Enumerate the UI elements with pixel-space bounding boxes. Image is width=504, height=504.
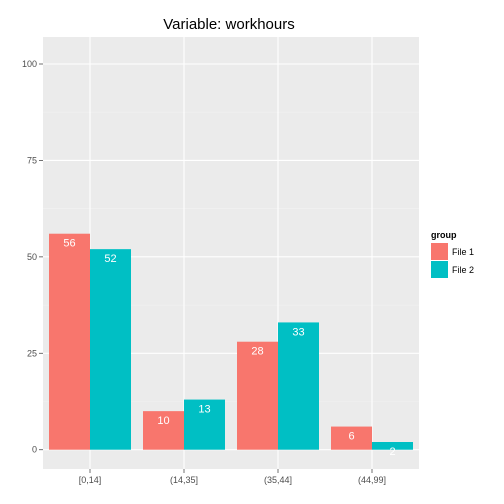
x-tick-label: (44,99]	[358, 475, 386, 485]
legend-swatch	[431, 261, 448, 278]
x-tick-label: (35,44]	[264, 475, 292, 485]
bar-file-1	[237, 341, 278, 450]
bar-labels: 56 10 28 6 52 13 33 2	[63, 238, 395, 458]
bar-file-2	[372, 442, 413, 450]
legend-swatch	[431, 243, 448, 260]
bar-file-2	[184, 399, 225, 450]
axes: 0 25 50 75 100 [0,14] (14,35] (35,44] (44,99]	[22, 59, 386, 485]
x-tick-label: [0,14]	[79, 475, 102, 485]
bar-file-1	[143, 411, 184, 450]
bar-value-label: 33	[292, 326, 304, 338]
bar-file-1	[49, 233, 90, 450]
bars	[49, 233, 413, 450]
bar-file-2	[90, 249, 131, 450]
y-tick-label: 75	[27, 155, 37, 165]
bar-value-label: 56	[63, 238, 75, 250]
bar-value-label: 10	[157, 415, 169, 427]
bar-file-1	[331, 426, 372, 450]
legend-label: File 2	[452, 265, 474, 275]
y-tick-label: 0	[32, 445, 37, 455]
bar-file-2	[278, 322, 319, 450]
bar-value-label: 6	[348, 431, 354, 443]
chart-title: Variable: workhours	[163, 16, 294, 33]
legend-label: File 1	[452, 247, 474, 257]
x-tick-label: (14,35]	[170, 475, 198, 485]
y-tick-label: 25	[27, 348, 37, 358]
bar-value-label: 28	[251, 346, 263, 358]
bar-value-label: 52	[104, 253, 116, 265]
bar-value-label: 13	[198, 404, 210, 416]
y-tick-label: 100	[22, 59, 37, 69]
legend: group File 1 File 2	[431, 230, 474, 278]
legend-title: group	[431, 230, 457, 240]
bar-value-label: 2	[389, 446, 395, 458]
y-tick-label: 50	[27, 252, 37, 262]
